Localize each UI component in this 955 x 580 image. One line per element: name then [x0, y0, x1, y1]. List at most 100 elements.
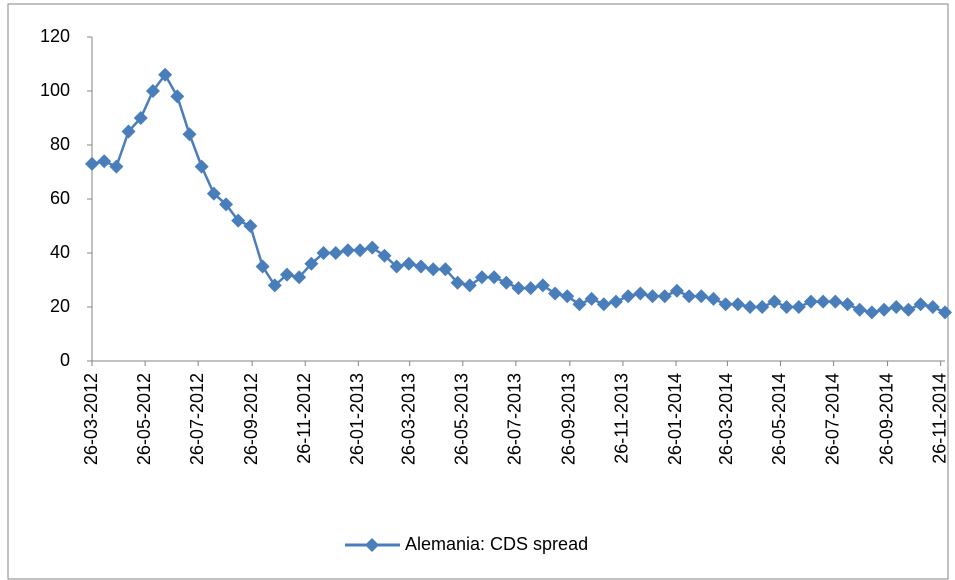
y-tick-label: 80 — [50, 134, 70, 154]
marker — [572, 297, 587, 312]
marker — [121, 124, 136, 139]
x-tick-label: 26-05-2012 — [134, 373, 154, 465]
marker — [657, 289, 672, 304]
marker — [901, 302, 916, 317]
marker — [743, 300, 758, 314]
marker — [645, 289, 660, 304]
marker — [779, 300, 794, 314]
x-tick-label: 26-07-2012 — [187, 373, 207, 465]
marker — [791, 300, 806, 314]
x-tick-label: 26-01-2014 — [665, 373, 685, 465]
marker — [548, 286, 563, 301]
marker — [803, 294, 818, 309]
legend-marker — [365, 538, 379, 552]
marker — [864, 305, 879, 320]
marker — [328, 246, 343, 260]
x-tick-label: 26-09-2013 — [559, 373, 579, 465]
marker — [194, 159, 209, 174]
marker — [584, 291, 599, 306]
x-tick-label: 26-03-2014 — [716, 373, 736, 465]
marker — [145, 84, 160, 98]
marker — [401, 256, 416, 271]
marker — [682, 289, 697, 304]
marker — [231, 213, 246, 228]
marker — [304, 256, 319, 271]
marker — [718, 297, 733, 312]
marker — [877, 302, 892, 317]
marker — [340, 243, 355, 258]
x-tick-label: 26-11-2013 — [612, 373, 632, 464]
marker — [608, 294, 623, 309]
x-tick-label: 26-09-2014 — [876, 373, 896, 465]
marker — [755, 300, 770, 314]
marker — [828, 294, 843, 309]
marker — [938, 305, 952, 320]
marker — [182, 127, 197, 142]
x-tick-label: 26-09-2012 — [241, 373, 261, 465]
marker — [852, 302, 867, 317]
marker — [462, 278, 477, 293]
marker — [669, 283, 684, 298]
marker — [316, 246, 331, 260]
marker — [267, 278, 282, 293]
marker — [694, 289, 709, 304]
marker — [816, 294, 831, 309]
x-tick-label: 26-03-2012 — [81, 373, 101, 465]
marker — [414, 259, 429, 274]
marker — [97, 154, 112, 169]
marker — [377, 248, 392, 263]
marker — [730, 297, 745, 312]
marker — [596, 297, 611, 312]
marker — [255, 259, 270, 274]
marker — [243, 219, 258, 233]
marker — [767, 294, 782, 309]
marker — [535, 278, 550, 293]
x-tick-label: 26-05-2013 — [452, 373, 472, 465]
marker — [499, 275, 514, 290]
marker — [523, 281, 538, 296]
marker — [292, 270, 307, 285]
y-tick-label: 0 — [60, 350, 70, 370]
y-tick-label: 40 — [50, 242, 70, 262]
marker — [474, 270, 489, 285]
y-tick-label: 100 — [40, 80, 70, 100]
marker — [158, 67, 173, 82]
marker — [438, 262, 453, 277]
y-tick-label: 60 — [50, 188, 70, 208]
marker — [621, 289, 636, 304]
x-tick-label: 26-11-2012 — [294, 373, 314, 464]
y-tick-label: 20 — [50, 296, 70, 316]
marker — [353, 243, 368, 258]
marker — [85, 156, 99, 171]
x-tick-label: 26-05-2014 — [769, 373, 789, 465]
marker — [511, 281, 526, 296]
marker — [925, 300, 940, 314]
marker — [389, 259, 404, 274]
chart-frame — [7, 3, 949, 580]
marker — [279, 267, 294, 282]
x-tick-label: 26-07-2014 — [822, 373, 842, 465]
marker — [706, 291, 721, 306]
x-tick-label: 26-03-2013 — [398, 373, 418, 465]
marker — [170, 89, 185, 104]
marker — [426, 262, 441, 277]
marker — [560, 289, 575, 304]
marker — [633, 286, 648, 301]
y-tick-label: 120 — [40, 26, 70, 46]
marker — [840, 297, 855, 312]
marker — [450, 275, 465, 290]
marker — [487, 270, 502, 285]
marker — [365, 240, 380, 255]
legend-label: Alemania: CDS spread — [405, 534, 588, 554]
x-tick-label: 26-11-2014 — [929, 373, 949, 464]
marker — [913, 297, 928, 312]
x-tick-label: 26-07-2013 — [505, 373, 525, 465]
marker — [206, 186, 221, 201]
x-tick-label: 26-01-2013 — [347, 373, 367, 465]
marker — [219, 197, 234, 212]
marker — [133, 111, 148, 125]
marker — [889, 300, 904, 314]
marker — [109, 159, 124, 174]
